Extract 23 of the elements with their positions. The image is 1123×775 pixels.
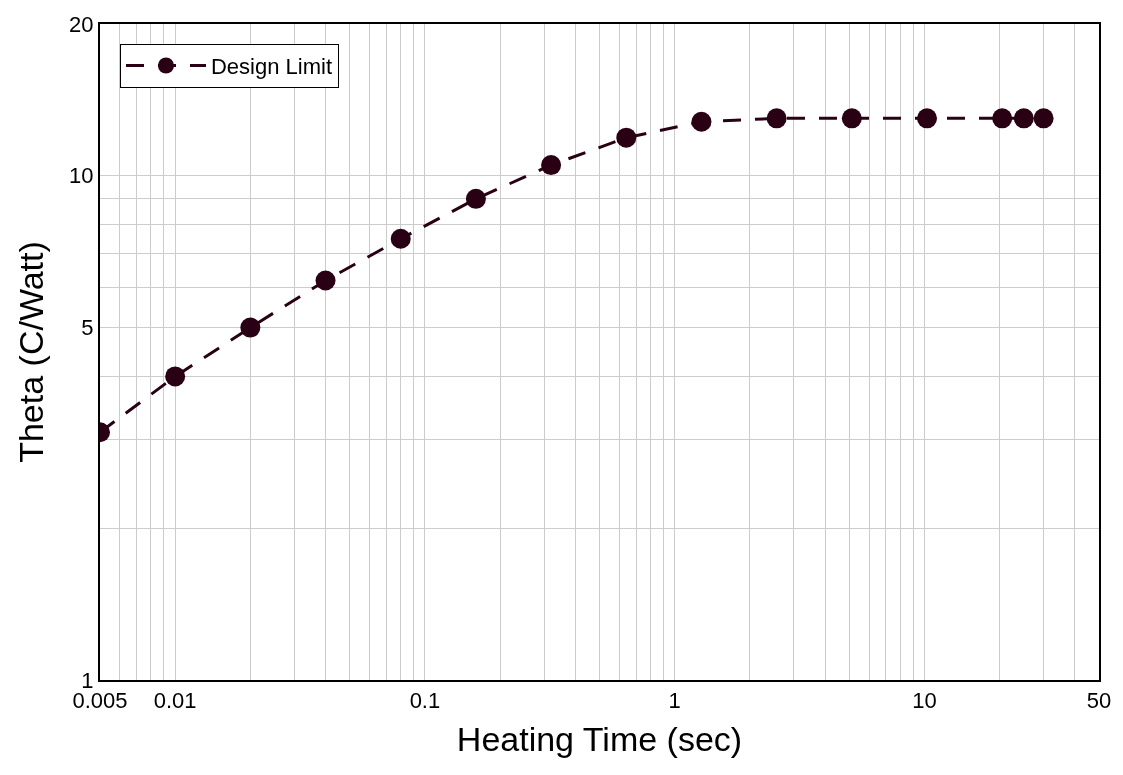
point <box>465 188 486 209</box>
point <box>841 108 862 129</box>
y-tick-label: 5 <box>81 315 94 341</box>
x-tick-label: 0.1 <box>409 688 441 714</box>
x-axis-title: Heating Time (sec) <box>456 720 743 759</box>
x-tick-label: 1 <box>668 688 681 714</box>
point <box>691 111 712 132</box>
y-axis-title: Theta (C/Watt) <box>12 241 51 463</box>
legend-label: Design Limit <box>210 54 333 80</box>
x-tick-label: 10 <box>912 688 937 714</box>
x-tick-label: 0.01 <box>153 688 197 714</box>
point <box>165 366 186 387</box>
x-tick-label: 50 <box>1086 688 1112 714</box>
point <box>240 317 261 338</box>
point <box>766 108 787 129</box>
point <box>616 127 637 148</box>
point <box>917 108 937 129</box>
point <box>315 270 336 291</box>
point <box>390 228 411 249</box>
y-tick-label: 20 <box>69 11 94 37</box>
y-tick-label: 10 <box>69 163 94 189</box>
point <box>992 108 1013 129</box>
point <box>541 155 562 176</box>
